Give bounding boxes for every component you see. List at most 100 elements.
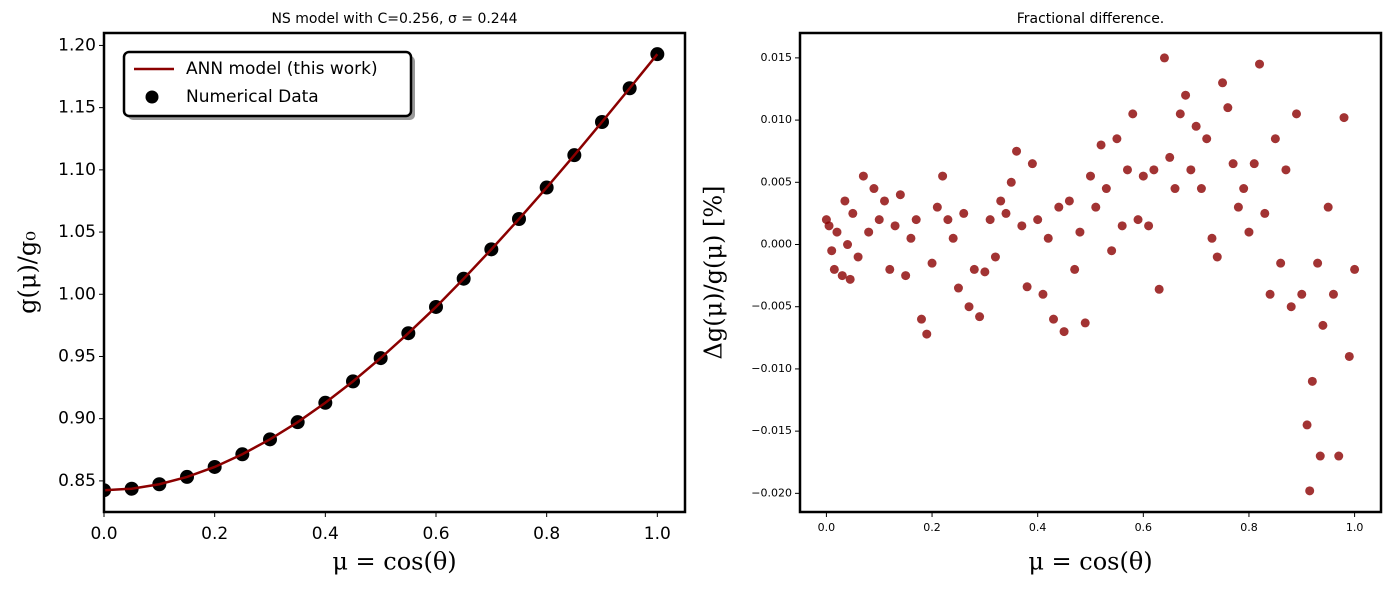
x-tick-label: 1.0 [644,524,671,544]
scatter-point [916,314,926,324]
scatter-point [922,329,932,339]
scatter-point [895,190,905,200]
scatter-point [1307,376,1317,386]
scatter-point [1305,486,1315,496]
legend-swatch [145,90,159,104]
plot-area [104,47,665,498]
scatter-point [848,208,858,218]
axes-frame [102,31,687,514]
scatter-point [996,196,1006,206]
scatter-point [1328,289,1338,299]
chart-title: NS model with C=0.256, σ = 0.244 [271,11,517,27]
legend: ANN model (this work) Numerical Data [122,50,415,120]
scatter-point [1249,159,1259,169]
scatter-point [975,312,985,322]
scatter-point [890,221,900,231]
scatter-point [1286,302,1296,312]
scatter-point [1022,282,1032,292]
scatter-point [1059,327,1069,337]
scatter-point [1302,420,1312,430]
scatter-point [1260,208,1270,218]
scatter-point [1006,177,1016,187]
axes-frame [798,31,1383,514]
scatter-point [845,274,855,284]
legend-label: Numerical Data [186,87,319,107]
line [104,53,659,492]
scatter-point [1091,202,1101,212]
scatter-point [885,264,895,274]
x-axis-label: μ = cos(θ) [332,548,456,576]
scatter-point [969,264,979,274]
scatter-point [1175,109,1185,119]
scatter-point [1181,90,1191,100]
y-tick-label: 1.10 [58,160,96,180]
scatter-point [1315,451,1325,461]
scatter-point [1138,171,1148,181]
scatter-point [1265,289,1275,299]
y-tick-label: 0.000 [761,238,793,251]
scatter-point [837,271,847,281]
panel: 0.0 0.2 0.4 0.6 0.8 1.0 0.85 0.90 0.95 1.00 1.05 1.… [14,11,687,576]
scatter-point [1038,289,1048,299]
scatter-point [990,252,1000,262]
y-axis-label: Δg(μ)/g(μ) [%] [700,186,728,360]
scatter-point [1033,215,1043,225]
y-tick-label: 0.85 [58,471,96,491]
scatter-point [1239,184,1249,194]
scatter-point [1096,140,1106,150]
scatter-point [843,240,853,250]
scatter-point [1043,233,1053,243]
scatter-point [827,246,837,256]
scatter-point [1223,103,1233,113]
scatter-point [1133,215,1143,225]
scatter-point [1122,165,1132,175]
y-tick-label: 0.010 [761,113,793,126]
scatter-point [1244,227,1254,237]
scatter-point [985,215,995,225]
scatter-point [1144,221,1154,231]
scatter-point [1323,202,1333,212]
scatter-point [1001,208,1011,218]
y-tick-label: −0.005 [751,300,792,313]
x-tick-label: 0.8 [1240,521,1258,534]
x-tick-label: 0.6 [422,524,449,544]
y-tick-label: 1.05 [58,222,96,242]
scatter-point [1281,165,1291,175]
y-tick-label: 0.015 [761,51,793,64]
scatter-point [1339,113,1349,123]
scatter-point [901,271,911,281]
scatter-point [1297,289,1307,299]
scatter-point [1233,202,1243,212]
x-tick-label: 0.6 [1135,521,1153,534]
scatter-point [1159,53,1169,63]
scatter-point [1049,314,1059,324]
scatter-point [1186,165,1196,175]
scatter-point [1291,109,1301,119]
scatter-point [1196,184,1206,194]
scatter-point [1112,134,1122,144]
scatter-point [1344,351,1354,361]
scatter-point [1070,264,1080,274]
y-tick-label: 0.005 [761,175,793,188]
scatter-point [829,264,839,274]
scatter-point [964,302,974,312]
scatter-point [943,215,953,225]
scatter-point [869,184,879,194]
scatter-point [1165,152,1175,162]
legend-label: ANN model (this work) [186,59,378,79]
y-axis-label: g(μ)/g₀ [14,231,42,314]
scatter-point [948,233,958,243]
scatter-point [1075,227,1085,237]
scatter-point [1054,202,1064,212]
y-tick-label: 1.20 [58,35,96,55]
chart-title: Fractional difference. [1017,11,1165,27]
scatter-point [824,221,834,231]
scatter-point [1212,252,1222,262]
plot-area [821,53,1360,496]
scatter-point [1276,258,1286,268]
scatter-point [1154,284,1164,294]
scatter-point [1255,59,1265,69]
x-tick-label: 0.8 [533,524,560,544]
scatter-point [1318,320,1328,330]
